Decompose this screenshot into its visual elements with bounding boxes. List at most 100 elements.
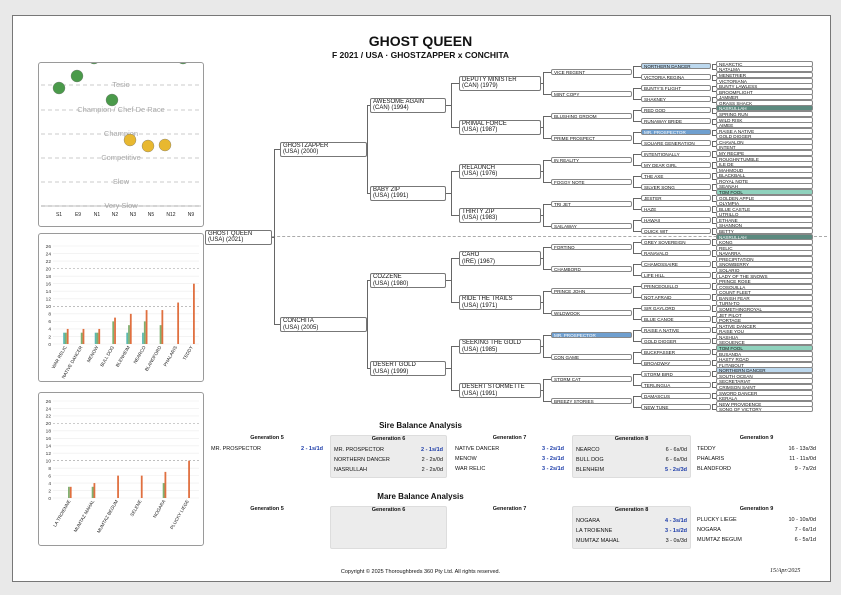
pedigree-horse[interactable]: TERLINGUA bbox=[641, 381, 711, 388]
pedigree-horse[interactable]: SAILAWAY bbox=[551, 222, 632, 229]
pedigree-horse[interactable]: UTRILLO bbox=[716, 211, 813, 218]
pedigree-horse[interactable]: PRINCE ROSE bbox=[716, 278, 813, 285]
pedigree-horse[interactable]: CHAMOSSAIRE bbox=[641, 260, 711, 267]
pedigree-horse[interactable]: RUNAWAY BRIDE bbox=[641, 118, 711, 125]
pedigree-horse[interactable]: PRECIPITATION bbox=[716, 255, 813, 262]
pedigree-horse[interactable]: RED GOD bbox=[641, 107, 711, 114]
pedigree-horse[interactable]: PRIMAL FORCE (USA) (1987) bbox=[459, 119, 541, 135]
pedigree-horse[interactable]: GREY SOVEREIGN bbox=[641, 238, 711, 245]
pedigree-horse[interactable]: FORTINO bbox=[551, 244, 632, 251]
pedigree-horse[interactable]: COZZENE (USA) (1980) bbox=[370, 273, 446, 289]
pedigree-horse[interactable]: BABY ZIP (USA) (1991) bbox=[370, 185, 446, 201]
pedigree-horse[interactable]: SILVER SONG bbox=[641, 184, 711, 191]
pedigree-horse[interactable]: CHAVALON bbox=[716, 138, 813, 145]
pedigree-horse[interactable]: SQUARE GENERATION bbox=[641, 140, 711, 147]
pedigree-horse[interactable]: ETHANE bbox=[716, 216, 813, 223]
pedigree-horse[interactable]: HASTY ROAD bbox=[716, 356, 813, 363]
pedigree-horse[interactable]: BUCKPASSER bbox=[641, 348, 711, 355]
pedigree-horse[interactable]: RAISE A NATIVE bbox=[641, 326, 711, 333]
pedigree-horse[interactable]: GRASS SHACK bbox=[716, 99, 813, 106]
pedigree-horse[interactable]: TRI JET bbox=[551, 200, 632, 207]
pedigree-horse[interactable]: DAMASCUS bbox=[641, 392, 711, 399]
pedigree-horse[interactable]: RELIC bbox=[716, 244, 813, 251]
pedigree-horse[interactable]: CRIMSON SAINT bbox=[716, 383, 813, 390]
pedigree-horse[interactable]: BLUE CANOE bbox=[641, 315, 711, 322]
pedigree-horse[interactable]: CON GAME bbox=[551, 354, 632, 361]
pedigree-horse[interactable]: STORM CAT bbox=[551, 376, 632, 383]
pedigree-horse[interactable]: BLUE CASTLE bbox=[716, 205, 813, 212]
pedigree-horse[interactable]: SEEKING THE GOLD (USA) (1985) bbox=[459, 339, 541, 355]
pedigree-horse[interactable]: AIMEE bbox=[716, 122, 813, 129]
pedigree-horse[interactable]: HAWAII bbox=[641, 217, 711, 224]
pedigree-horse[interactable]: SOMETHINGROYAL bbox=[716, 305, 813, 312]
pedigree-horse[interactable]: SHANNON bbox=[716, 222, 813, 229]
pedigree-horse[interactable]: KERALA bbox=[716, 395, 813, 402]
pedigree-horse[interactable]: BUNTY LAWLESS bbox=[716, 83, 813, 90]
pedigree-horse[interactable]: MY RECIPE bbox=[716, 149, 813, 156]
pedigree-horse[interactable]: CARO (IRE) (1967) bbox=[459, 251, 541, 267]
pedigree-horse[interactable]: THE AXE bbox=[641, 173, 711, 180]
pedigree-horse[interactable]: LIFE HILL bbox=[641, 271, 711, 278]
pedigree-horse[interactable]: SNOWBERRY bbox=[716, 261, 813, 268]
pedigree-horse[interactable]: NORTHERN DANCER bbox=[716, 367, 813, 374]
pedigree-horse[interactable]: MAHMOUD bbox=[716, 166, 813, 173]
pedigree-horse[interactable]: INTENT bbox=[716, 144, 813, 151]
pedigree-horse[interactable]: OLYMPIA bbox=[716, 200, 813, 207]
pedigree-horse[interactable]: TURN-TO bbox=[716, 300, 813, 307]
pedigree-horse[interactable]: NATALMA bbox=[716, 66, 813, 73]
pedigree-horse[interactable]: PRINCE JOHN bbox=[551, 288, 632, 295]
pedigree-horse[interactable]: MR. PROSPECTOR bbox=[641, 129, 711, 136]
pedigree-horse[interactable]: RAISE A NATIVE bbox=[716, 127, 813, 134]
pedigree-horse[interactable]: NASRULLAH bbox=[716, 105, 813, 112]
pedigree-horse[interactable]: TOM FOOL bbox=[716, 344, 813, 351]
pedigree-horse[interactable]: ILE DE bbox=[716, 161, 813, 168]
pedigree-horse[interactable]: NEW PROVIDENCE bbox=[716, 400, 813, 407]
pedigree-horse[interactable]: ROYAL NOTE bbox=[716, 177, 813, 184]
pedigree-horse[interactable]: RAISE YOU bbox=[716, 328, 813, 335]
pedigree-horse[interactable]: COSQUILLA bbox=[716, 283, 813, 290]
pedigree-horse[interactable]: AWESOME AGAIN (CAN) (1994) bbox=[370, 97, 446, 113]
pedigree-horse[interactable]: KONG bbox=[716, 239, 813, 246]
pedigree-horse[interactable]: WILD RISK bbox=[716, 116, 813, 123]
pedigree-horse[interactable]: PRIME PROSPECT bbox=[551, 134, 632, 141]
pedigree-horse[interactable]: RELAUNCH (USA) (1976) bbox=[459, 163, 541, 179]
pedigree-horse[interactable]: SEANAH bbox=[716, 183, 813, 190]
pedigree-horse[interactable]: RANAVALO bbox=[641, 249, 711, 256]
pedigree-horse[interactable]: WILDWOOK bbox=[551, 310, 632, 317]
pedigree-horse[interactable]: LADY OF THE SNOWS bbox=[716, 272, 813, 279]
pedigree-horse[interactable]: NAVARRA bbox=[716, 250, 813, 257]
pedigree-horse[interactable]: THIRTY ZIP (USA) (1983) bbox=[459, 207, 541, 223]
pedigree-horse[interactable]: GOLD DIGGER bbox=[716, 133, 813, 140]
pedigree-horse[interactable]: JET PILOT bbox=[716, 311, 813, 318]
pedigree-horse[interactable]: SIR GAYLORD bbox=[641, 304, 711, 311]
pedigree-horse[interactable]: NORTHERN DANCER bbox=[641, 63, 711, 70]
pedigree-horse[interactable]: FLITABOUT bbox=[716, 361, 813, 368]
pedigree-horse[interactable]: BUNTY'S FLIGHT bbox=[641, 85, 711, 92]
pedigree-horse[interactable]: BLUSHING GROOM bbox=[551, 112, 632, 119]
pedigree-horse[interactable]: GOLDEN APPLE bbox=[716, 194, 813, 201]
pedigree-horse[interactable]: CONCHITA (USA) (2005) bbox=[280, 317, 367, 333]
pedigree-horse[interactable]: GHOSTZAPPER (USA) (2000) bbox=[280, 141, 367, 157]
pedigree-horse[interactable]: PORTAGE bbox=[716, 317, 813, 324]
pedigree-horse[interactable]: SHAKNEY bbox=[641, 96, 711, 103]
pedigree-horse[interactable]: SEQUENCE bbox=[716, 339, 813, 346]
pedigree-horse[interactable]: DESERT STORMETTE (USA) (1991) bbox=[459, 383, 541, 399]
pedigree-horse[interactable]: NEARCTIC bbox=[716, 60, 813, 67]
pedigree-horse[interactable]: BREEZY STORIES bbox=[551, 398, 632, 405]
pedigree-horse[interactable]: DESERT GOLD (USA) (1999) bbox=[370, 361, 446, 377]
pedigree-horse[interactable]: BROOMFLIGHT bbox=[716, 88, 813, 95]
pedigree-horse[interactable]: NASRULLAH bbox=[716, 233, 813, 240]
pedigree-horse[interactable]: VICTORIANA bbox=[716, 77, 813, 84]
pedigree-horse[interactable]: STORM BIRD bbox=[641, 370, 711, 377]
pedigree-horse[interactable]: MY DEAR GIRL bbox=[641, 162, 711, 169]
pedigree-horse[interactable]: DEPUTY MINISTER (CAN) (1979) bbox=[459, 75, 541, 91]
pedigree-horse[interactable]: FOGGY NOTE bbox=[551, 178, 632, 185]
pedigree-horse[interactable]: BLACKBALL bbox=[716, 172, 813, 179]
pedigree-horse[interactable]: SONG OF VICTORY bbox=[716, 406, 813, 413]
pedigree-horse[interactable]: QUICK WIT bbox=[641, 228, 711, 235]
pedigree-horse[interactable]: ROUGHN'TUMBLE bbox=[716, 155, 813, 162]
pedigree-horse[interactable]: BETTY bbox=[716, 227, 813, 234]
pedigree-horse[interactable]: BANISH FEAR bbox=[716, 294, 813, 301]
pedigree-horse[interactable]: GHOST QUEEN (USA) (2021) bbox=[205, 229, 272, 245]
pedigree-horse[interactable]: SECRETARIAT bbox=[716, 378, 813, 385]
